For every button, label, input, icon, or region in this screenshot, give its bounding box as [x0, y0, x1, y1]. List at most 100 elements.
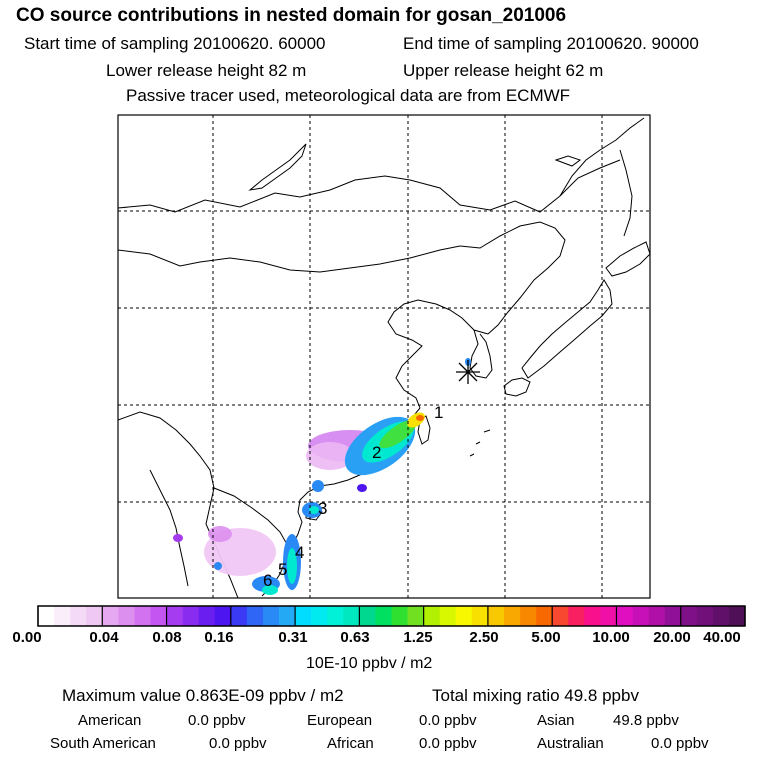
colorbar-swatch: [359, 606, 376, 626]
plot-title: CO source contributions in nested domain…: [16, 5, 567, 26]
colorbar-swatch: [423, 606, 441, 626]
bohai-coast: [387, 299, 489, 409]
okhotsk-islands: [554, 155, 582, 167]
colorbar-tick-label: 0.04: [89, 629, 119, 646]
start-time-text: Start time of sampling 20100620. 60000: [24, 34, 326, 53]
region-label: 3: [318, 499, 327, 518]
colorbar-swatch: [230, 606, 248, 626]
region-label: 2: [372, 443, 381, 462]
tracer-note: Passive tracer used, meteorological data…: [126, 86, 571, 105]
mongolia-border: [118, 245, 461, 273]
colorbar-swatch: [311, 606, 328, 626]
plume-sea-dot: [357, 484, 367, 492]
plume-pearl-blue: [312, 480, 324, 492]
colorbar-swatch: [118, 606, 135, 626]
colorbar-swatch: [54, 606, 71, 626]
colorbar-swatch: [407, 606, 424, 626]
colorbar-tick-label: 0.63: [340, 629, 370, 646]
lower-release-height: Lower release height 82 m: [106, 61, 307, 80]
ryukyu-islands: [469, 429, 491, 457]
colorbar-tick-label: 5.00: [531, 629, 561, 646]
colorbar-swatch: [38, 606, 55, 626]
sakhalin: [619, 149, 633, 237]
korea-coast: [469, 329, 493, 379]
colorbar-tick-label: 0.31: [278, 629, 308, 646]
colorbar-swatch: [295, 606, 312, 626]
colorbar-tick-label: 10.00: [592, 629, 630, 646]
colorbar-swatch: [375, 606, 392, 626]
colorbar-swatch: [664, 606, 682, 626]
region-label: 6: [263, 571, 272, 590]
colorbar-tick-label: 20.00: [653, 629, 691, 646]
coastlines: [118, 117, 650, 598]
colorbar-swatch: [648, 606, 665, 626]
colorbar-tick-label: 1.25: [403, 629, 433, 646]
colorbar-swatch: [214, 606, 232, 626]
colorbar-swatch: [246, 606, 264, 626]
colorbar-swatch: [568, 606, 585, 626]
region-name: Australian: [537, 735, 604, 752]
plume-inland-light: [306, 442, 354, 470]
colorbar-swatch: [487, 606, 505, 626]
region-value: 0.0 ppbv: [419, 735, 477, 752]
region-labels: 1 2 3 4 5 6: [263, 403, 443, 590]
station-star-icon: [456, 360, 480, 384]
lat-lon-grid: [118, 115, 650, 598]
manchuria-border: [459, 221, 566, 335]
colorbar-tick-label: 0.16: [204, 629, 234, 646]
region-value: 0.0 ppbv: [209, 735, 267, 752]
colorbar-swatch: [503, 606, 521, 626]
colorbar-swatch: [102, 606, 119, 626]
colorbar-swatch: [150, 606, 167, 626]
colorbar-tick-label: 40.00: [703, 629, 741, 646]
colorbar-swatch: [327, 606, 344, 626]
region-label: 4: [295, 543, 304, 562]
plume-coast-green: [379, 419, 417, 449]
colorbar-unit: 10E-10 ppbv / m2: [306, 655, 433, 672]
region-value: 49.8 ppbv: [613, 712, 679, 729]
colorbar-swatch: [86, 606, 103, 626]
upper-release-height: Upper release height 62 m: [403, 61, 604, 80]
colorbar-tick-label: 0.08: [152, 629, 182, 646]
map-content: [118, 115, 650, 598]
plume-myanmar-dot: [173, 534, 183, 542]
colorbar-swatch: [728, 606, 746, 626]
colorbar-swatch: [712, 606, 730, 626]
plume-hainan-cyan: [309, 506, 319, 514]
northern-border: [118, 159, 621, 213]
region-name: Asian: [537, 712, 575, 729]
colorbar-swatch: [696, 606, 714, 626]
colorbar-swatch: [439, 606, 457, 626]
colorbar-swatch: [680, 606, 698, 626]
max-value-text: Maximum value 0.863E-09 ppbv / m2: [62, 686, 344, 705]
plume-vietnam-cyan: [287, 548, 297, 584]
plume-mekong-cyan: [262, 585, 278, 595]
colorbar-swatch: [70, 606, 87, 626]
colorbar: [37, 605, 746, 627]
region-label: 5: [278, 560, 287, 579]
colorbar-tick-label: 0.00: [12, 629, 42, 646]
region-name: American: [78, 712, 142, 729]
colorbar-swatch: [182, 606, 199, 626]
colorbar-swatch: [166, 606, 183, 626]
plume-gulf-dot: [214, 562, 222, 570]
end-time-text: End time of sampling 20100620. 90000: [403, 34, 699, 53]
plume-max-orange: [416, 415, 424, 421]
colorbar-swatch: [262, 606, 280, 626]
colorbar-swatch: [343, 606, 360, 626]
lake-baikal: [248, 143, 307, 191]
region-value: 0.0 ppbv: [188, 712, 246, 729]
total-mixing-ratio-text: Total mixing ratio 49.8 ppbv: [432, 686, 639, 705]
taiwan: [417, 415, 431, 445]
region-label: 1: [434, 403, 443, 422]
colorbar-swatch: [616, 606, 633, 626]
hokkaido: [605, 241, 650, 277]
concentration-plume: [173, 358, 471, 595]
colorbar-tick-label: 2.50: [469, 629, 499, 646]
region-name: South American: [50, 735, 156, 752]
colorbar-swatch: [584, 606, 601, 626]
colorbar-frame: [37, 605, 746, 627]
colorbar-swatch: [455, 606, 473, 626]
region-name: European: [307, 712, 373, 729]
